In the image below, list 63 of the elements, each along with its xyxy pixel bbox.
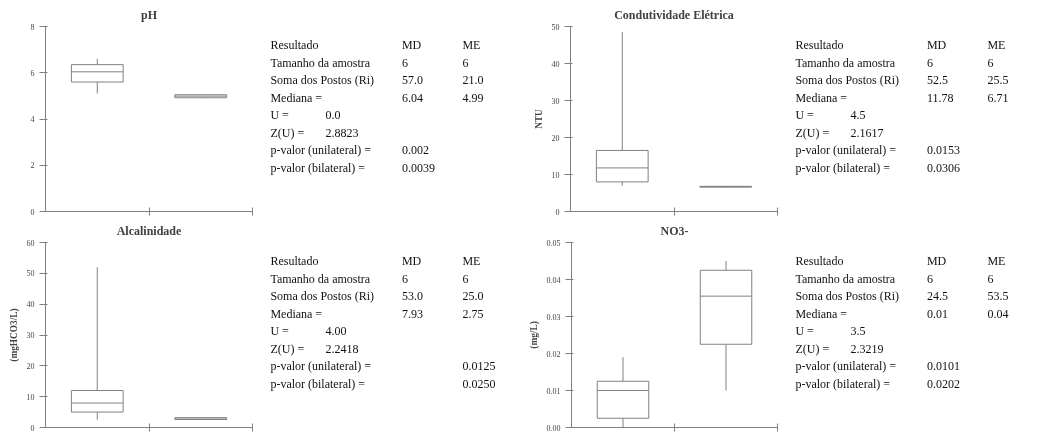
y-tick-label: 40 bbox=[26, 300, 35, 310]
text: U = 4.5 bbox=[795, 108, 866, 123]
y-tick-label: 50 bbox=[26, 269, 35, 279]
text: Z(U) = 2.1617 bbox=[795, 125, 884, 140]
y-tick-label: 0 bbox=[30, 423, 35, 433]
text: Resultado MD ME bbox=[795, 38, 1006, 52]
chart-title: NO3- bbox=[660, 223, 689, 238]
text: Z(U) = 2.8823 bbox=[270, 125, 359, 140]
text: Resultado MD ME bbox=[270, 254, 481, 268]
y-tick-label: 20 bbox=[551, 133, 560, 143]
text: Z(U) = 2.3219 bbox=[795, 341, 884, 356]
y-axis-title: NTU bbox=[533, 108, 544, 129]
text: Soma dos Postos (Ri) 52.5 25.5 bbox=[795, 73, 1009, 88]
text: Tamanho da amostra 6 6 bbox=[795, 55, 994, 70]
text: Soma dos Postos (Ri) 53.0 25.0 bbox=[270, 289, 484, 304]
text: Mediana = 11.78 6.71 bbox=[795, 90, 1009, 105]
text: U = 0.0 bbox=[270, 108, 341, 123]
y-tick-label: 0.03 bbox=[546, 312, 561, 322]
y-tick-label: 40 bbox=[551, 59, 560, 69]
y-tick-label: 10 bbox=[26, 392, 35, 402]
text: Tamanho da amostra 6 6 bbox=[270, 55, 469, 70]
text: p-valor (bilateral) = 0.0202 bbox=[795, 377, 960, 392]
text: Mediana = 7.93 2.75 bbox=[270, 306, 484, 321]
y-tick-label: 2 bbox=[30, 161, 35, 171]
text: p-valor (bilateral) = 0.0250 bbox=[270, 377, 496, 392]
text: Tamanho da amostra 6 6 bbox=[795, 271, 994, 286]
text: Tamanho da amostra 6 6 bbox=[270, 271, 469, 286]
y-tick-label: 60 bbox=[26, 238, 35, 248]
y-tick-label: 4 bbox=[30, 115, 35, 124]
text: p-valor (unilateral) = 0.0125 bbox=[270, 359, 496, 374]
y-tick-label: 10 bbox=[551, 170, 560, 180]
text: U = 4.00 bbox=[270, 324, 347, 339]
y-tick-label: 0 bbox=[30, 207, 35, 217]
y-tick-label: 0 bbox=[555, 207, 560, 217]
y-tick-label: 0.02 bbox=[546, 349, 561, 359]
chart-title: Alcalinidade bbox=[116, 223, 183, 238]
y-tick-label: 0.04 bbox=[546, 275, 561, 285]
y-tick-label: 30 bbox=[551, 96, 560, 106]
y-tick-label: 20 bbox=[26, 361, 35, 371]
chart-title: Condutividade Elétrica bbox=[614, 7, 734, 22]
y-tick-label: 6 bbox=[30, 68, 35, 78]
y-axis-title: (mgHCO3/L) bbox=[8, 308, 20, 362]
y-tick-label: 8 bbox=[30, 22, 35, 32]
text: U = 3.5 bbox=[795, 324, 866, 339]
y-tick-label: 0.00 bbox=[546, 423, 561, 433]
text: p-valor (bilateral) = 0.0039 bbox=[270, 161, 435, 176]
text: Z(U) = 2.2418 bbox=[270, 341, 359, 356]
text: p-valor (unilateral) = 0.002 bbox=[270, 143, 429, 158]
text: Mediana = 6.04 4.99 bbox=[270, 90, 484, 105]
text: Resultado MD ME bbox=[270, 38, 481, 52]
text: p-valor (unilateral) = 0.0153 bbox=[795, 143, 960, 158]
y-tick-label: 0.05 bbox=[546, 238, 561, 248]
text: Resultado MD ME bbox=[795, 254, 1006, 268]
y-tick-label: 0.01 bbox=[546, 386, 561, 396]
text: p-valor (unilateral) = 0.0101 bbox=[795, 359, 960, 374]
y-axis-title: (mg/L) bbox=[528, 321, 540, 349]
y-tick-label: 50 bbox=[551, 22, 560, 32]
chart-title: pH bbox=[141, 7, 158, 22]
text: p-valor (bilateral) = 0.0306 bbox=[795, 161, 960, 176]
y-tick-label: 30 bbox=[26, 331, 35, 340]
text: Soma dos Postos (Ri) 24.5 53.5 bbox=[795, 289, 1009, 304]
text: Mediana = 0.01 0.04 bbox=[795, 306, 1009, 321]
text: Soma dos Postos (Ri) 57.0 21.0 bbox=[270, 73, 484, 88]
